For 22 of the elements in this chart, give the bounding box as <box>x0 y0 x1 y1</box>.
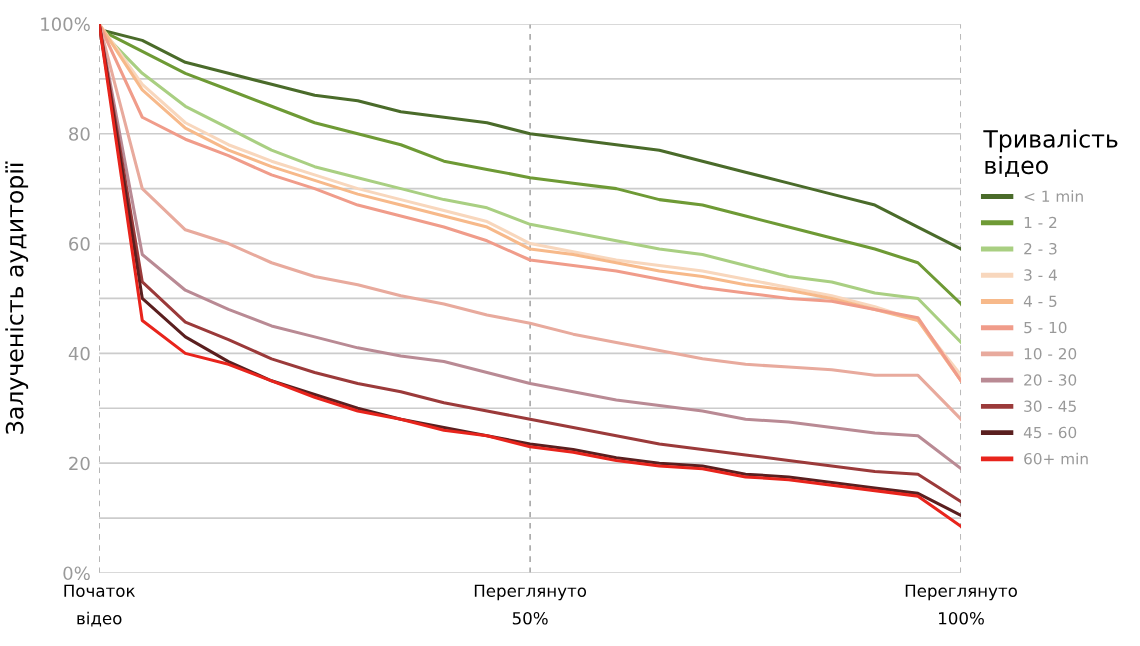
y-tick-label: 40 <box>68 346 90 361</box>
legend-label: 4 - 5 <box>1023 295 1057 308</box>
y-tick-label: 100% <box>41 17 90 32</box>
y-axis-title: Залученість аудиторії <box>5 161 29 434</box>
legend-label: 1 - 2 <box>1024 216 1057 229</box>
legend-label: 10 - 20 <box>1024 347 1077 360</box>
legend-label: 20 - 30 <box>1024 374 1077 386</box>
legend-label: 3 - 4 <box>1024 269 1057 281</box>
x-tick-label: Переглянуто 50% <box>474 584 587 625</box>
y-tick-label: 0% <box>63 566 90 581</box>
legend-label: 60+ min <box>1024 452 1088 465</box>
y-tick-label: 20 <box>69 456 90 471</box>
x-tick-label: Переглянуто 100% <box>905 584 1017 625</box>
legend-title: Тривалість відео <box>983 129 1118 178</box>
legend-label: 45 - 60 <box>1023 426 1077 439</box>
y-tick-label: 80 <box>69 127 90 141</box>
x-tick-label: Початок відео <box>64 584 136 627</box>
y-tick-label: 60 <box>69 237 90 251</box>
legend-label: < 1 min <box>1024 190 1083 202</box>
legend-label: 30 - 45 <box>1024 400 1076 412</box>
legend-label: 2 - 3 <box>1024 242 1057 255</box>
legend-label: 5 - 10 <box>1024 321 1067 334</box>
